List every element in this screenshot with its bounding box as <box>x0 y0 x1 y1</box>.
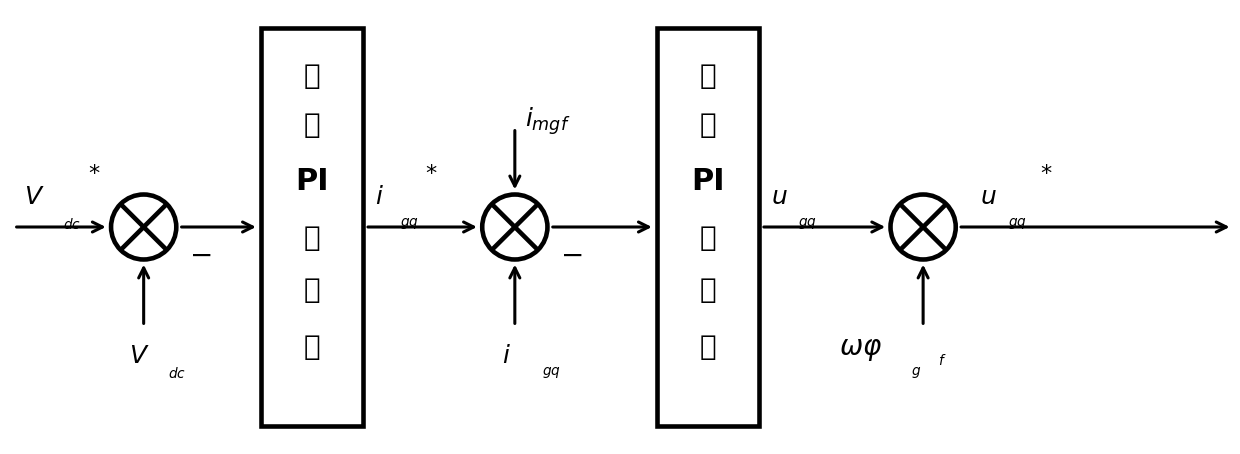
Text: $*$: $*$ <box>88 162 100 182</box>
Text: 控: 控 <box>699 224 717 252</box>
Text: $_g$: $_g$ <box>910 362 921 381</box>
Text: 制: 制 <box>304 276 320 304</box>
Text: $*$: $*$ <box>1040 162 1053 182</box>
Text: $_{gq}$: $_{gq}$ <box>399 212 419 232</box>
Text: PI: PI <box>691 168 724 197</box>
Text: $_{gq}$: $_{gq}$ <box>799 212 817 232</box>
Text: $u$: $u$ <box>981 185 997 209</box>
Text: 制: 制 <box>699 276 717 304</box>
Text: $_{dc}$: $_{dc}$ <box>169 362 186 381</box>
Text: $_{gq}$: $_{gq}$ <box>542 362 560 381</box>
Text: 器: 器 <box>304 333 320 360</box>
Text: $u$: $u$ <box>771 185 787 209</box>
Text: 器: 器 <box>699 333 717 360</box>
Text: $V$: $V$ <box>129 344 149 368</box>
Text: 控: 控 <box>304 224 320 252</box>
Text: 一: 一 <box>304 112 320 139</box>
Text: $_{dc}$: $_{dc}$ <box>63 212 82 232</box>
Text: $\omega\varphi$: $\omega\varphi$ <box>839 336 882 363</box>
Text: PI: PI <box>295 168 329 197</box>
Text: $i$: $i$ <box>502 344 511 368</box>
Text: $*$: $*$ <box>424 162 436 182</box>
Text: $_{gq}$: $_{gq}$ <box>1008 212 1027 232</box>
Text: $V$: $V$ <box>24 185 45 209</box>
Text: $-$: $-$ <box>188 241 211 269</box>
Text: $-$: $-$ <box>559 241 583 269</box>
Text: $_f$: $_f$ <box>937 349 946 368</box>
Text: $i$: $i$ <box>374 185 384 209</box>
Text: $i_{mgf}$: $i_{mgf}$ <box>525 105 570 137</box>
Text: 第: 第 <box>304 62 320 90</box>
Bar <box>262 29 362 425</box>
Text: 二: 二 <box>699 112 717 139</box>
Bar <box>657 29 759 425</box>
Text: 第: 第 <box>699 62 717 90</box>
